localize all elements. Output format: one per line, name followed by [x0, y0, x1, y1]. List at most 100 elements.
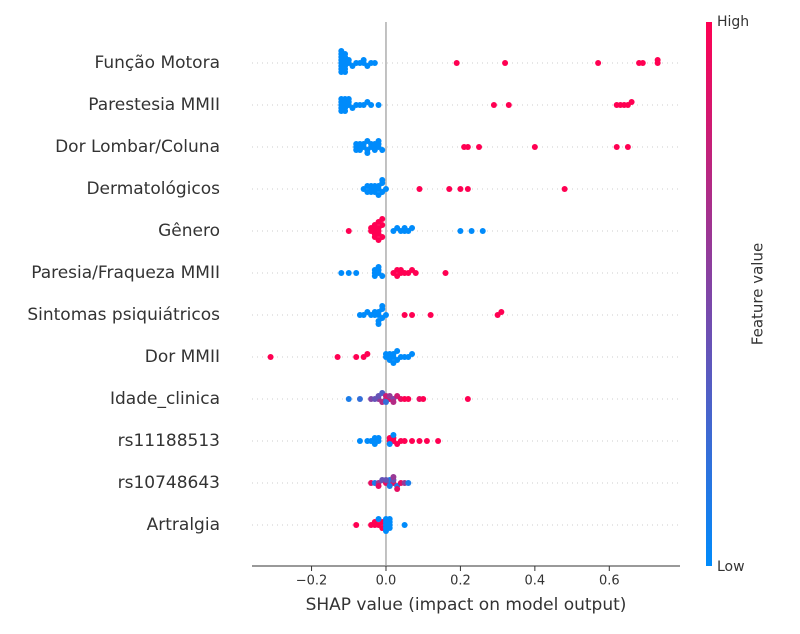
- point: [505, 102, 512, 108]
- point: [371, 441, 378, 447]
- point: [468, 228, 475, 234]
- feature-label: Dor MMII: [145, 347, 220, 367]
- feature-label: rs11188513: [118, 431, 220, 451]
- point: [345, 396, 352, 402]
- x-tick-label: 0.6: [599, 574, 620, 589]
- point: [531, 144, 538, 150]
- point: [371, 309, 378, 315]
- point: [379, 177, 386, 183]
- point: [386, 483, 393, 489]
- point: [338, 48, 345, 54]
- point: [420, 396, 427, 402]
- point: [334, 354, 341, 360]
- point: [382, 528, 389, 534]
- point: [375, 264, 382, 270]
- point: [379, 147, 386, 153]
- point: [375, 321, 382, 327]
- point: [379, 273, 386, 279]
- x-tick-label: 0.0: [376, 574, 397, 589]
- point: [375, 435, 382, 441]
- point: [364, 150, 371, 156]
- point: [371, 273, 378, 279]
- feature-label: Parestesia MMII: [88, 95, 220, 115]
- point: [405, 480, 412, 486]
- point: [386, 441, 393, 447]
- point: [639, 60, 646, 66]
- point: [267, 354, 274, 360]
- point: [561, 186, 568, 192]
- point: [446, 186, 453, 192]
- point: [353, 270, 360, 276]
- point: [654, 57, 661, 63]
- point: [412, 270, 419, 276]
- point: [379, 216, 386, 222]
- point: [368, 102, 375, 108]
- point: [356, 396, 363, 402]
- point: [405, 396, 412, 402]
- point: [353, 354, 360, 360]
- point: [624, 144, 631, 150]
- point: [423, 438, 430, 444]
- point: [345, 228, 352, 234]
- x-tick-label: −0.2: [296, 574, 328, 589]
- point: [490, 102, 497, 108]
- point: [595, 60, 602, 66]
- point: [457, 228, 464, 234]
- colorbar-low: Low: [717, 559, 745, 575]
- point: [375, 192, 382, 198]
- point: [613, 144, 620, 150]
- point: [382, 351, 389, 357]
- point: [427, 312, 434, 318]
- point: [464, 144, 471, 150]
- point: [382, 186, 389, 192]
- point: [368, 189, 375, 195]
- point: [409, 438, 416, 444]
- point: [394, 348, 401, 354]
- point: [342, 108, 349, 114]
- point: [401, 438, 408, 444]
- feature-label: Gênero: [158, 221, 220, 241]
- point: [353, 522, 360, 528]
- point: [375, 102, 382, 108]
- point: [498, 309, 505, 315]
- point: [371, 60, 378, 66]
- feature-label: Artralgia: [147, 515, 220, 535]
- feature-label: Paresia/Fraqueza MMII: [31, 263, 220, 283]
- point: [375, 483, 382, 489]
- point: [360, 57, 367, 63]
- point: [386, 516, 393, 522]
- point: [401, 522, 408, 528]
- point: [375, 138, 382, 144]
- point: [628, 99, 635, 105]
- point: [502, 60, 509, 66]
- point: [375, 516, 382, 522]
- x-axis-label: SHAP value (impact on model output): [306, 595, 627, 615]
- point: [371, 147, 378, 153]
- point: [342, 69, 349, 75]
- point: [476, 144, 483, 150]
- feature-label: Dor Lombar/Coluna: [55, 137, 220, 157]
- point: [394, 486, 401, 492]
- x-tick-label: 0.4: [525, 574, 546, 589]
- point: [390, 399, 397, 405]
- point: [375, 237, 382, 243]
- point: [397, 267, 404, 273]
- feature-label: Idade_clinica: [110, 389, 220, 409]
- point: [382, 312, 389, 318]
- point: [479, 228, 486, 234]
- point: [401, 225, 408, 231]
- point: [453, 60, 460, 66]
- point: [435, 438, 442, 444]
- point: [345, 96, 352, 102]
- point: [338, 270, 345, 276]
- point: [379, 303, 386, 309]
- feature-label: Dermatológicos: [86, 179, 220, 199]
- point: [416, 186, 423, 192]
- point: [356, 438, 363, 444]
- feature-label: rs10748643: [118, 473, 220, 493]
- colorbar-label: Feature value: [749, 243, 767, 345]
- point: [371, 396, 378, 402]
- point: [382, 399, 389, 405]
- point: [401, 312, 408, 318]
